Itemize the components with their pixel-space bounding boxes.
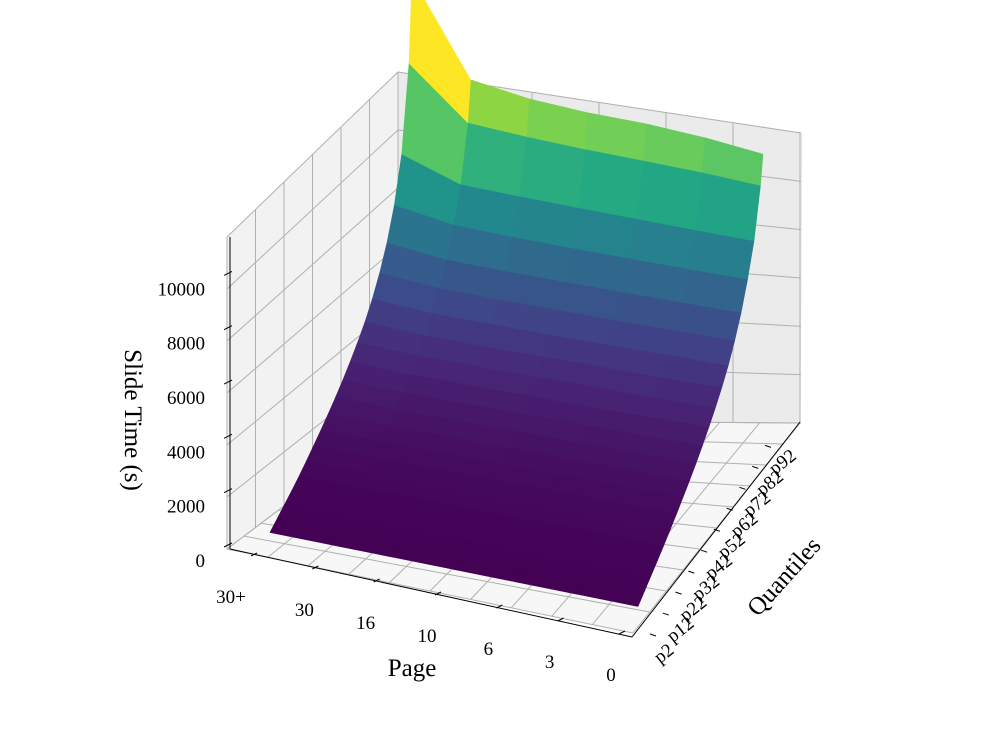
tick-mark xyxy=(223,379,233,385)
tick-mark xyxy=(752,465,759,469)
gridline xyxy=(226,129,399,290)
tick-mark xyxy=(713,528,721,532)
tick-mark xyxy=(675,591,682,595)
surface-mesh xyxy=(269,0,764,607)
tick-mark xyxy=(739,486,746,490)
surface-patch xyxy=(636,160,703,231)
x-tick-label: 30+ xyxy=(216,587,246,608)
x-tick-label: 0 xyxy=(606,665,616,686)
tick-mark xyxy=(434,591,442,596)
surface-patch xyxy=(408,0,471,124)
tick-mark xyxy=(764,444,772,448)
tick-mark xyxy=(662,612,669,616)
z-tick-label: 6000 xyxy=(167,388,205,409)
tick-mark xyxy=(496,604,503,609)
tick-mark xyxy=(223,542,233,548)
z-axis-label: Slide Time (s) xyxy=(119,349,146,491)
z-tick-label: 10000 xyxy=(158,279,206,300)
tick-mark xyxy=(557,617,564,622)
x-tick-label: 10 xyxy=(418,626,437,647)
tick-mark xyxy=(649,633,657,637)
x-tick-label: 30 xyxy=(295,600,314,621)
gridline xyxy=(226,71,399,238)
tick-mark xyxy=(223,270,233,276)
z-tick-label: 8000 xyxy=(167,334,205,355)
x-axis-line xyxy=(229,548,633,638)
tick-mark xyxy=(726,507,733,511)
x-axis-label: Page xyxy=(388,655,437,682)
tick-mark xyxy=(618,630,626,635)
gridline xyxy=(226,187,399,342)
tick-mark xyxy=(688,570,695,574)
tick-mark xyxy=(250,552,258,557)
surface-patch xyxy=(577,148,644,220)
tick-mark xyxy=(700,549,708,553)
tick-mark xyxy=(223,325,233,331)
tick-mark xyxy=(373,578,380,583)
gridline xyxy=(226,245,399,394)
z-tick-label: 4000 xyxy=(167,442,205,463)
y-axis-label: Quantiles xyxy=(742,532,826,621)
tick-mark xyxy=(312,565,319,570)
tick-mark xyxy=(223,433,233,439)
x-tick-label: 6 xyxy=(484,639,494,660)
tick-mark xyxy=(223,488,233,494)
z-tick-label: 0 xyxy=(196,551,206,572)
x-tick-label: 16 xyxy=(356,613,375,634)
x-tick-label: 3 xyxy=(545,652,555,673)
z-tick-label: 2000 xyxy=(167,497,205,518)
